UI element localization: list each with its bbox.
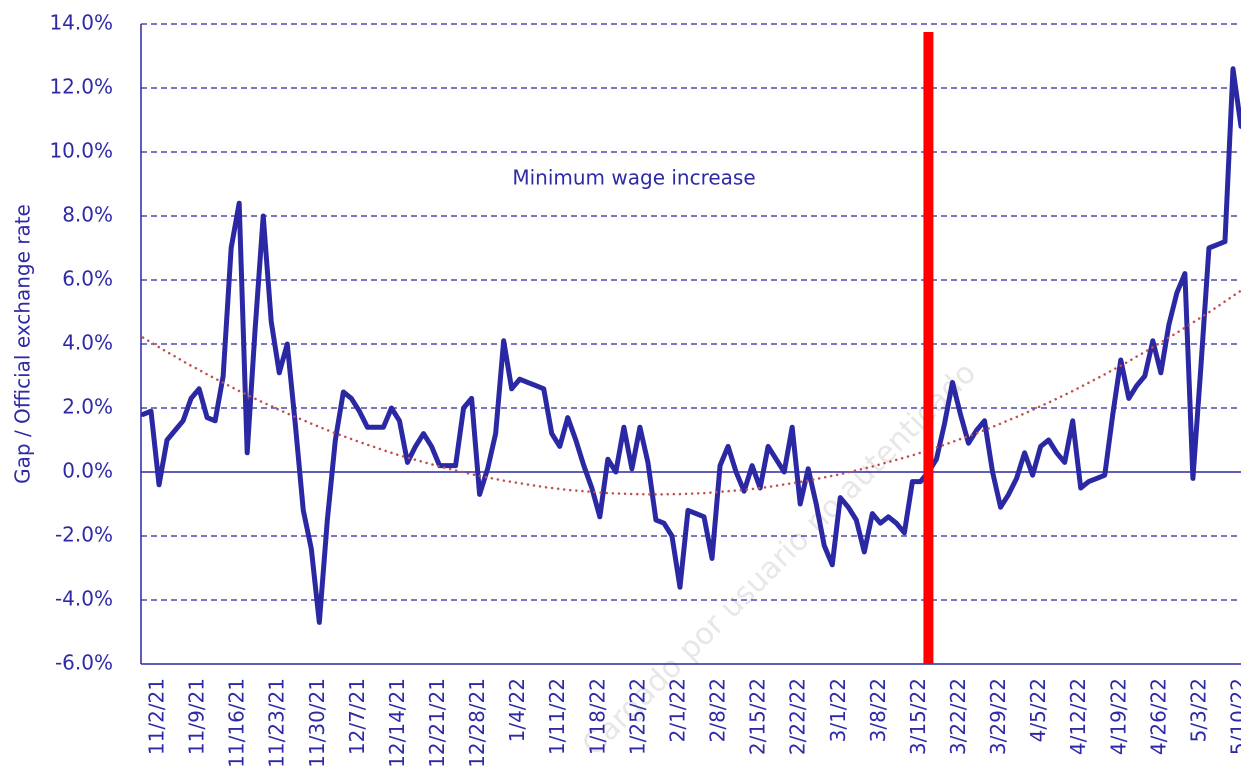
x-tick-label: 5/10/22 [1226,678,1241,755]
x-tick-label: 4/12/22 [1066,678,1090,755]
y-tick-label: 10.0% [49,139,113,163]
x-tick-label: 11/9/21 [185,678,209,755]
x-tick-label: 11/2/21 [145,678,169,755]
x-tick-label: 1/25/22 [625,678,649,755]
x-tick-label: 3/22/22 [946,678,970,755]
x-tick-label: 12/28/21 [465,678,489,768]
trend-line [141,289,1241,496]
x-tick-label: 2/22/22 [786,678,810,755]
y-tick-label: -4.0% [55,587,113,611]
y-tick-label: 6.0% [62,267,113,291]
x-tick-label: 12/7/21 [345,678,369,755]
x-tick-label: 3/1/22 [826,678,850,742]
y-tick-label: 12.0% [49,75,113,99]
y-axis-label: Gap / Official exchange rate [11,204,35,484]
x-tick-label: 11/23/21 [265,678,289,768]
x-tick-label: 3/29/22 [986,678,1010,755]
x-tick-label: 2/15/22 [746,678,770,755]
y-tick-label: 2.0% [62,395,113,419]
x-tick-label: 12/21/21 [425,678,449,768]
x-tick-label: 5/3/22 [1186,678,1210,742]
x-tick-label: 3/15/22 [906,678,930,755]
y-tick-label: -6.0% [55,651,113,675]
x-tick-label: 4/26/22 [1146,678,1170,755]
x-tick-label: 2/1/22 [665,678,689,742]
x-tick-label: 1/18/22 [585,678,609,755]
y-tick-label: 4.0% [62,331,113,355]
x-tick-label: 4/5/22 [1026,678,1050,742]
data-line [140,66,1241,625]
x-tick-label: 12/14/21 [385,678,409,768]
x-tick-label: 4/19/22 [1106,678,1130,755]
x-tick-label: 1/4/22 [505,678,529,742]
y-tick-label: -2.0% [55,523,113,547]
x-tick-label: 1/11/22 [545,678,569,755]
x-tick-label: 11/16/21 [225,678,249,768]
y-tick-label: 0.0% [62,459,113,483]
x-tick-label: 3/8/22 [866,678,890,742]
y-tick-label: 14.0% [49,11,113,35]
y-tick-label: 8.0% [62,203,113,227]
x-tick-label: 2/8/22 [706,678,730,742]
annotation: Minimum wage increase [512,166,755,190]
x-tick-label: 11/30/21 [305,678,329,768]
